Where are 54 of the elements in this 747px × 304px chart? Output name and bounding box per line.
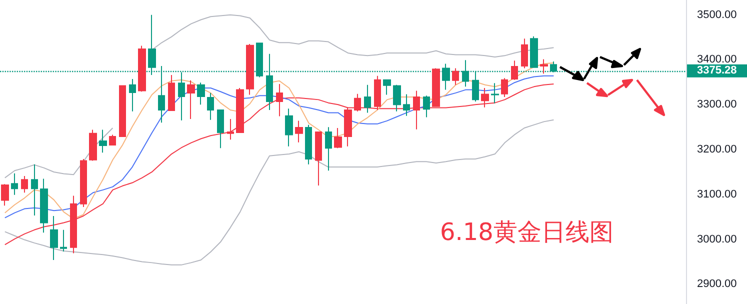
candlestick — [129, 78, 136, 112]
y-tick-label: 3300.00 — [697, 98, 737, 111]
candlestick — [197, 82, 205, 106]
candlestick — [236, 88, 244, 133]
candlestick — [325, 126, 332, 172]
candlestick — [501, 78, 508, 98]
candlestick — [403, 94, 410, 116]
candlestick — [99, 129, 107, 154]
candlestick — [295, 120, 303, 143]
candlestick — [315, 132, 322, 186]
candlestick — [187, 80, 195, 120]
candlestick — [354, 93, 361, 112]
candlestick — [511, 60, 518, 80]
ref-line-label: 3375.28 — [697, 64, 737, 76]
candlestick — [1, 184, 9, 206]
candlestick — [138, 45, 146, 92]
y-tick-label: 3500.00 — [697, 8, 737, 21]
candlestick — [285, 108, 293, 147]
candlestick — [217, 110, 224, 149]
candlestick — [334, 127, 342, 149]
y-tick-label: 3400.00 — [697, 54, 737, 66]
y-tick-label: 2900.00 — [697, 278, 737, 290]
candlestick — [413, 90, 420, 130]
candlestick — [168, 74, 175, 111]
candlestick — [364, 84, 371, 114]
candlestick — [31, 164, 38, 216]
annotation: 6.18黄金日线图 — [440, 218, 614, 246]
candlestick — [89, 129, 97, 162]
candlestick — [423, 95, 430, 118]
candlestick — [344, 106, 352, 147]
candlestick — [178, 72, 185, 121]
candlestick — [40, 178, 48, 234]
y-tick-label: 3100.00 — [697, 188, 737, 200]
candlestick — [521, 38, 528, 69]
candlestick — [60, 229, 67, 252]
candlestick — [109, 134, 116, 146]
y-tick-label: 3200.00 — [697, 144, 737, 156]
candlestick — [452, 68, 459, 86]
candlestick — [246, 44, 254, 96]
candlestick — [540, 58, 548, 74]
candlestick — [530, 36, 538, 68]
candlestick — [21, 176, 28, 194]
candlestick — [80, 158, 87, 208]
candlestick — [393, 84, 401, 112]
candlestick — [305, 124, 312, 165]
y-tick-label: 3000.00 — [697, 233, 737, 246]
candlestick — [207, 92, 214, 120]
candlestick — [227, 118, 234, 140]
candlestick — [119, 85, 126, 138]
candlestick — [50, 215, 58, 260]
candlestick — [11, 172, 18, 196]
candlestick — [481, 88, 489, 108]
candlestick — [491, 82, 499, 104]
candlestick — [383, 79, 391, 96]
